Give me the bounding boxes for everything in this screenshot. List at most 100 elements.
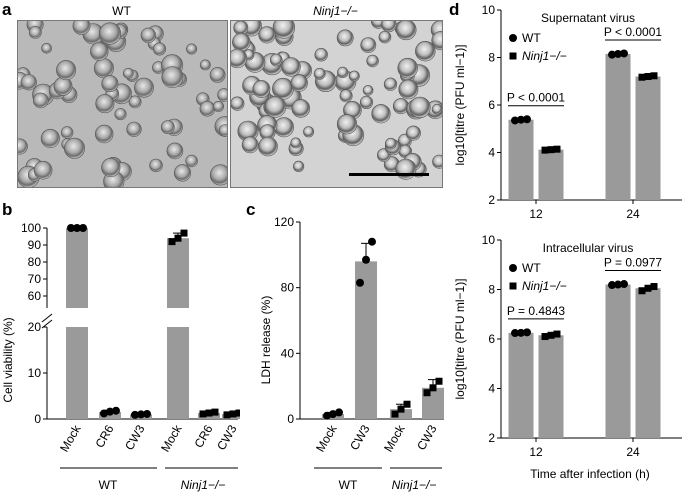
cell-shape bbox=[72, 21, 91, 35]
chart-c-group-label: Ninj1−/− bbox=[392, 478, 437, 492]
chart-d-top-legend-label: WT bbox=[522, 31, 541, 45]
chart-b-bar-gap bbox=[64, 308, 90, 327]
chart-b-data-point bbox=[79, 224, 87, 232]
cell-shape bbox=[173, 164, 192, 182]
cell-shape bbox=[209, 164, 227, 186]
micrograph-wt-cells bbox=[18, 21, 227, 187]
chart-d-top-y-tick-label: 6 bbox=[488, 98, 495, 112]
chart-d-bottom-data-point bbox=[620, 280, 628, 289]
cell-shape bbox=[20, 74, 37, 91]
cell-shape bbox=[101, 75, 119, 93]
chart-d-top-data-point bbox=[644, 73, 652, 80]
chart-c-bar bbox=[390, 409, 412, 419]
chart-d-bottom-data-point bbox=[517, 328, 525, 337]
chart-d-bottom-data-point bbox=[523, 328, 531, 337]
chart-d-top-data-point bbox=[517, 115, 525, 124]
chart-b-group-label: Ninj1−/− bbox=[181, 478, 226, 492]
cell-shape bbox=[186, 43, 198, 55]
chart-b-axis-break-mark bbox=[41, 313, 53, 323]
chart-d-bottom-p-value: P = 0.4843 bbox=[507, 304, 565, 318]
chart-d-top-bar bbox=[538, 149, 564, 200]
chart-c-data-point bbox=[403, 400, 411, 408]
chart-c-y-tick-label: 80 bbox=[281, 281, 295, 295]
chart-c-y-tick-label: 120 bbox=[274, 215, 294, 229]
chart-d-bottom-data-point bbox=[644, 284, 652, 292]
cell-shape bbox=[95, 94, 115, 114]
scale-bar bbox=[349, 173, 429, 176]
chart-b-category-label: CW3 bbox=[214, 422, 240, 452]
chart-d-bottom-title: Intracellular virus bbox=[543, 241, 634, 255]
cell-shape bbox=[398, 79, 419, 100]
chart-b-y-tick-label: 0 bbox=[34, 412, 41, 426]
chart-d-bottom-data-point bbox=[553, 330, 561, 338]
cell-shape bbox=[415, 41, 436, 62]
cell-shape bbox=[231, 96, 245, 111]
chart-d-top-ylabel: log10[titre (PFU ml−1)] bbox=[453, 44, 467, 165]
cell-shape bbox=[432, 154, 442, 169]
chart-c-group-label: WT bbox=[339, 478, 358, 492]
cell-shape bbox=[431, 103, 442, 115]
chart-b-y-tick-label: 90 bbox=[28, 238, 42, 252]
chart-b-category-label: CR6 bbox=[191, 422, 215, 450]
chart-d-top-bar bbox=[508, 119, 534, 200]
chart-b-data-point bbox=[235, 409, 240, 417]
cell-shape bbox=[336, 114, 358, 135]
chart-d-bottom-data-point bbox=[511, 329, 519, 338]
chart-c-data-point bbox=[435, 377, 443, 385]
chart-b-bar bbox=[66, 228, 88, 308]
chart-b-category-label: CR6 bbox=[92, 422, 116, 450]
chart-d-bottom-data-point bbox=[541, 333, 549, 341]
chart-b-y-tick-label: 80 bbox=[28, 255, 42, 269]
chart-b-category-label: Mock bbox=[57, 422, 84, 455]
chart-b-bar bbox=[167, 327, 189, 419]
chart-b-y-tick-label: 70 bbox=[28, 272, 42, 286]
cell-shape bbox=[126, 121, 142, 137]
chart-d-bottom-y-tick-label: 8 bbox=[488, 283, 495, 297]
cell-shape bbox=[383, 77, 398, 91]
chart-b-y-tick-label: 10 bbox=[28, 366, 42, 380]
panel-letter-b: b bbox=[2, 200, 13, 219]
cell-shape bbox=[362, 85, 374, 96]
cell-shape bbox=[153, 42, 167, 56]
chart-b-data-point bbox=[168, 238, 176, 246]
cell-shape bbox=[94, 124, 114, 144]
cell-shape bbox=[273, 117, 294, 138]
chart-b-y-tick-label: 60 bbox=[28, 289, 42, 303]
cell-shape bbox=[395, 21, 417, 41]
cell-shape bbox=[371, 104, 391, 124]
chart-d-bottom-bar bbox=[635, 288, 661, 438]
cell-shape bbox=[313, 67, 326, 80]
cell-shape bbox=[339, 89, 353, 103]
chart-d-top-x-tick-label: 12 bbox=[529, 207, 543, 221]
chart-d-bottom-data-point bbox=[614, 280, 622, 289]
cell-shape bbox=[53, 76, 73, 96]
chart-c-data-point bbox=[356, 278, 364, 287]
chart-d-bottom-data-point bbox=[638, 287, 646, 295]
cell-shape bbox=[359, 95, 374, 109]
micrograph-wt-label: WT bbox=[112, 4, 131, 18]
chart-b-data-point bbox=[131, 410, 139, 419]
chart-b-bar bbox=[66, 327, 88, 419]
panel-letter-c: c bbox=[246, 200, 256, 219]
cell-shape bbox=[231, 48, 248, 69]
cell-shape bbox=[232, 32, 251, 52]
chart-d-bottom-x-tick-label: 24 bbox=[626, 445, 640, 459]
chart-d-top-bar bbox=[635, 76, 661, 200]
cell-shape bbox=[360, 37, 377, 53]
cell-shape bbox=[140, 27, 157, 44]
chart-d-bottom-bar bbox=[605, 284, 631, 438]
cell-shape bbox=[134, 77, 154, 98]
cell-shape bbox=[314, 48, 328, 62]
chart-d-top-p-value: P < 0.0001 bbox=[507, 91, 565, 105]
chart-b-data-point bbox=[211, 408, 219, 416]
cell-shape bbox=[381, 21, 397, 33]
cell-shape bbox=[60, 126, 74, 139]
chart-d-bottom-data-point bbox=[650, 283, 658, 291]
cell-shape bbox=[101, 157, 121, 178]
chart-b-data-point bbox=[73, 224, 81, 232]
chart-b-data-point bbox=[205, 409, 213, 417]
chart-d-top-bar bbox=[605, 53, 631, 200]
cell-shape bbox=[33, 160, 53, 180]
